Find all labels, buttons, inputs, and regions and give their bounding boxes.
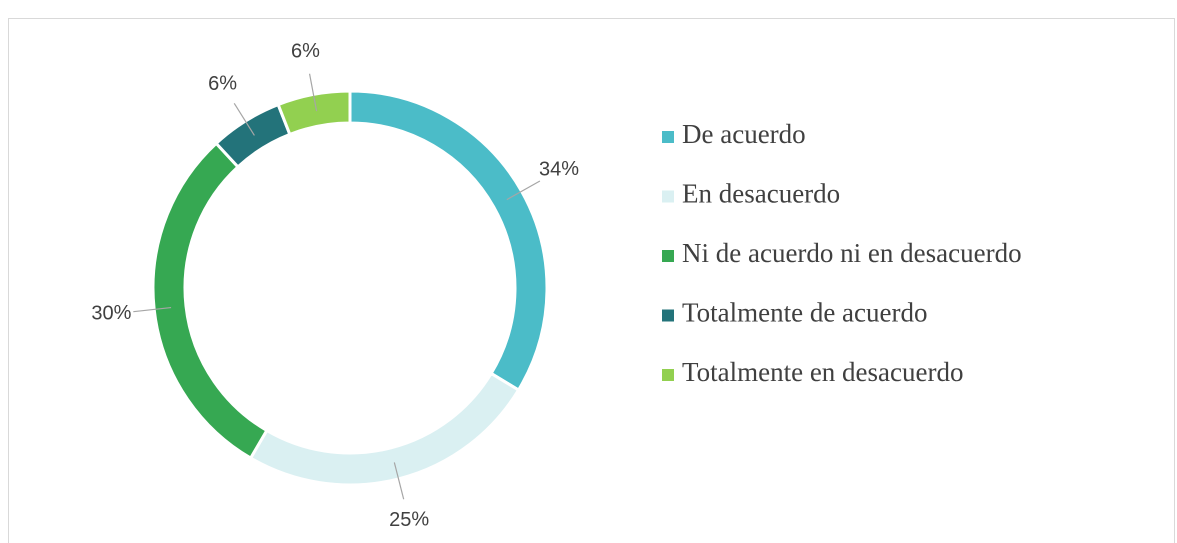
legend-label: Totalmente de acuerdo <box>682 298 928 328</box>
legend-swatch <box>662 309 674 322</box>
leader-line <box>233 102 255 136</box>
percent-sign: % <box>561 158 579 180</box>
data-label: 6% <box>208 73 237 95</box>
leader-line <box>308 73 318 112</box>
data-label: 25% <box>389 509 429 531</box>
legend-swatch <box>662 131 674 143</box>
leader-line <box>506 180 541 201</box>
percent-sign: % <box>219 73 237 95</box>
chart-border <box>8 18 1175 543</box>
legend-label: En desacuerdo <box>682 179 840 209</box>
leader-line <box>393 462 405 500</box>
data-label: 34% <box>539 158 579 180</box>
legend-swatch <box>662 250 674 262</box>
data-label: 30% <box>91 302 131 324</box>
percent-sign: % <box>411 509 429 531</box>
donut-slice <box>276 89 352 137</box>
percent-sign: % <box>302 40 320 62</box>
leader-line <box>133 306 172 313</box>
data-label: 6% <box>291 40 320 62</box>
legend-swatch <box>662 190 674 203</box>
legend-label: Totalmente en desacuerdo <box>682 357 963 387</box>
legend-label: Ni de acuerdo ni en desacuerdo <box>682 238 1022 268</box>
percent-sign: % <box>114 302 132 324</box>
legend-label: De acuerdo <box>682 119 806 149</box>
legend-swatch <box>662 369 674 381</box>
